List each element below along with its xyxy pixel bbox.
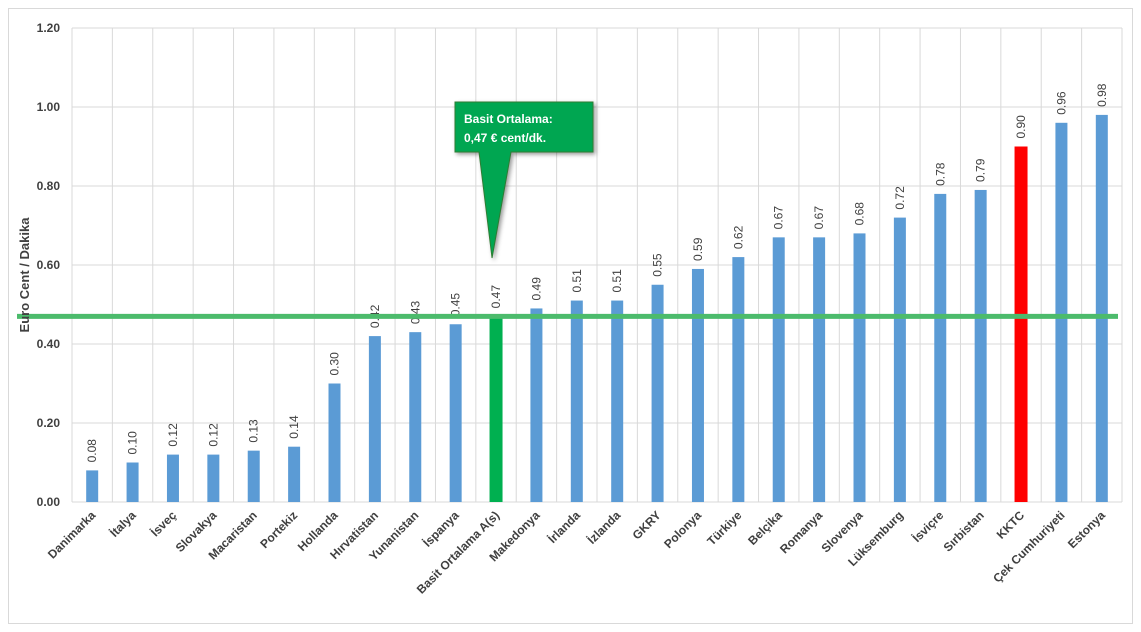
data-label: 0.79 (974, 158, 988, 182)
category-label: İzlanda (584, 507, 624, 547)
data-label: 0.67 (812, 206, 826, 230)
bar (691, 268, 704, 502)
y-axis-ticks: 0.00 0.20 0.40 0.60 0.80 1.00 1.20 (37, 21, 61, 509)
bar (368, 336, 381, 502)
category-label: Estonya (1065, 508, 1108, 551)
category-label: Romanya (777, 508, 825, 556)
bar (611, 300, 624, 502)
data-label: 0.30 (328, 352, 342, 376)
bars (86, 114, 1108, 503)
data-label: 0.49 (529, 277, 543, 301)
data-labels: 0.080.100.120.120.130.140.300.420.430.45… (85, 83, 1109, 462)
bar (974, 189, 987, 502)
bar (1055, 122, 1068, 503)
y-tick-label: 0.20 (37, 416, 61, 430)
data-label: 0.12 (206, 423, 220, 447)
category-label: İspanya (420, 507, 462, 549)
data-label: 0.51 (570, 269, 584, 293)
data-label: 0.67 (772, 206, 786, 230)
bar (409, 332, 422, 502)
data-label: 0.13 (247, 419, 261, 443)
bar (247, 450, 260, 502)
bar (166, 454, 179, 502)
category-label: Portekiz (257, 508, 300, 551)
bar (772, 237, 785, 502)
bar (853, 233, 866, 502)
bar (651, 284, 664, 502)
data-label: 0.68 (853, 202, 867, 226)
category-label: Belçika (745, 508, 785, 548)
data-label: 0.43 (408, 300, 422, 324)
data-label: 0.08 (85, 439, 99, 463)
gridlines (71, 27, 1123, 503)
category-label: Sırbistan (941, 508, 987, 554)
bar (732, 257, 745, 502)
data-label: 0.14 (287, 415, 301, 439)
data-label: 0.10 (126, 431, 140, 455)
y-tick-label: 1.00 (37, 100, 61, 114)
category-label: İrlanda (544, 507, 583, 546)
data-label: 0.51 (610, 269, 624, 293)
callout-line-2: 0,47 € cent/dk. (464, 131, 546, 145)
bar (1095, 114, 1108, 503)
bar (530, 308, 543, 502)
category-label: Türkiye (704, 508, 744, 548)
bar (1014, 146, 1028, 502)
data-label: 0.90 (1014, 115, 1028, 139)
category-label: Danimarka (45, 508, 99, 562)
data-label: 0.47 (489, 285, 503, 309)
bar (288, 446, 301, 502)
category-label: GKRY (630, 508, 664, 542)
bar (449, 324, 462, 502)
callout-shape (454, 101, 594, 259)
average-callout: Basit Ortalama: 0,47 € cent/dk. (454, 101, 594, 259)
data-label: 0.59 (691, 237, 705, 261)
y-tick-label: 0.00 (37, 495, 61, 509)
bar (893, 217, 906, 502)
callout-line-1: Basit Ortalama: (464, 112, 553, 126)
category-label: Çek Cumhuriyeti (990, 508, 1067, 585)
y-axis-title: Euro Cent / Dakika (17, 217, 32, 333)
bar (813, 237, 826, 502)
category-label: KKTC (994, 508, 1028, 542)
data-label: 0.72 (893, 186, 907, 210)
bar (126, 462, 139, 502)
y-tick-label: 0.60 (37, 258, 61, 272)
y-tick-label: 0.40 (37, 337, 61, 351)
data-label: 0.98 (1095, 83, 1109, 107)
y-tick-label: 0.80 (37, 179, 61, 193)
data-label: 0.62 (731, 225, 745, 249)
data-label: 0.12 (166, 423, 180, 447)
data-label: 0.78 (933, 162, 947, 186)
bar (570, 300, 583, 502)
data-label: 0.55 (651, 253, 665, 277)
bar (934, 193, 947, 502)
data-label: 0.96 (1054, 91, 1068, 115)
category-label: Polonya (661, 508, 704, 551)
category-label: İsveç (147, 507, 179, 539)
data-label: 0.45 (449, 293, 463, 317)
category-label: İsviçre (909, 507, 947, 545)
bar (207, 454, 220, 502)
bar (489, 316, 503, 502)
category-label: İtalya (106, 507, 139, 540)
category-labels: Danimarka İtalya İsveçSlovakyaMacaristanPo… (45, 507, 1108, 596)
bar (328, 383, 341, 502)
y-tick-label: 1.20 (37, 21, 61, 35)
bar (86, 470, 99, 502)
